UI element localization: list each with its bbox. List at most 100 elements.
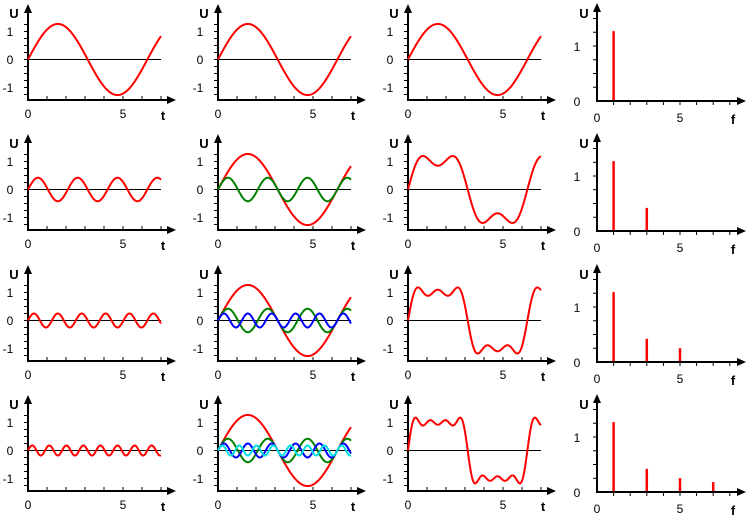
harmonic-5-curve [217, 442, 352, 459]
x-tick-label: 0 [215, 498, 222, 512]
spectrum-plot-r4: U 1 00 5 f [574, 394, 746, 517]
y-axis-arrow [593, 394, 601, 403]
y-axis-arrow [214, 4, 222, 13]
y-tick-label: 0 [574, 95, 581, 109]
x-axis-label: f [731, 373, 736, 388]
harmonic-1-curve [27, 22, 162, 97]
y-tick-label: 1 [574, 431, 581, 445]
time-plot-r2-c3: U 1 0 -1 0 5 t [383, 134, 556, 253]
x-tick-label: 5 [120, 237, 127, 251]
time-plot-r3-c1: U 1 0 -1 0 5 t [3, 265, 176, 384]
x-axis-label: f [731, 112, 736, 127]
x-axis-label: t [161, 238, 166, 253]
time-plot-r3-c3: U 1 0 -1 0 5 t [383, 265, 556, 384]
x-axis-label: t [351, 369, 356, 384]
y-tick-label: 1 [197, 25, 204, 39]
y-tick-label: 1 [7, 155, 14, 169]
y-tick-label: 0 [574, 356, 581, 370]
harmonic-3-curve [27, 176, 162, 203]
x-tick-label: 0 [405, 368, 412, 382]
x-tick-label: 0 [25, 237, 32, 251]
time-plot-r2-c2: U 1 0 -1 0 5 t [193, 134, 366, 253]
x-axis-label: t [541, 499, 546, 514]
y-axis-label: U [199, 267, 208, 282]
harmonic-1-curve [217, 22, 352, 97]
y-axis-label: U [389, 397, 398, 412]
y-tick-label: 0 [197, 53, 204, 67]
y-tick-label: 1 [197, 416, 204, 430]
x-axis-label: t [541, 108, 546, 123]
y-tick-label: 0 [387, 314, 394, 328]
x-tick-label: 0 [215, 107, 222, 121]
x-axis-label: t [541, 238, 546, 253]
time-plot-r1-c3: U 1 0 -1 0 5 t [383, 4, 556, 123]
y-axis-label: U [389, 136, 398, 151]
x-axis-label: t [541, 369, 546, 384]
x-tick-label: 5 [500, 107, 507, 121]
x-tick-label: 5 [310, 237, 317, 251]
y-tick-label: 1 [197, 286, 204, 300]
y-axis-label: U [579, 6, 588, 21]
sum-curve [407, 155, 542, 224]
x-axis-label: t [161, 108, 166, 123]
y-axis-label: U [9, 397, 18, 412]
y-axis-arrow [593, 264, 601, 273]
y-axis-label: U [199, 397, 208, 412]
x-axis-arrow [737, 488, 746, 496]
x-tick-label: 0 [25, 107, 32, 121]
y-tick-label: 1 [387, 286, 394, 300]
y-tick-label: 0 [197, 314, 204, 328]
x-tick-label: 0 [25, 498, 32, 512]
x-axis-label: t [351, 108, 356, 123]
harmonic-5-curve [217, 312, 352, 329]
x-tick-label: 0 [405, 498, 412, 512]
x-axis-arrow [357, 357, 366, 365]
y-axis-label: U [579, 267, 588, 282]
y-tick-label: -1 [193, 211, 204, 225]
time-plot-r4-c2: U 1 0 -1 0 5 t [193, 395, 366, 514]
y-axis-label: U [9, 6, 18, 21]
x-axis-arrow [357, 487, 366, 495]
y-axis-label: U [199, 136, 208, 151]
sum-curve [407, 22, 542, 97]
x-axis-arrow [547, 357, 556, 365]
y-tick-label: 0 [387, 444, 394, 458]
y-tick-label: -1 [193, 81, 204, 95]
y-axis-arrow [214, 395, 222, 404]
y-axis-label: U [389, 267, 398, 282]
y-tick-label: 0 [197, 183, 204, 197]
y-tick-label: 1 [7, 416, 14, 430]
y-axis-label: U [199, 6, 208, 21]
y-axis-arrow [593, 3, 601, 12]
harmonic-1-curve [217, 283, 352, 358]
y-tick-label: 1 [387, 155, 394, 169]
time-plot-r4-c1: U 1 0 -1 0 5 t [3, 395, 176, 514]
spectrum-plot-r2: U 1 00 5 f [574, 133, 746, 257]
y-tick-label: -1 [383, 342, 394, 356]
y-tick-label: 0 [387, 53, 394, 67]
x-tick-label: 0 [594, 502, 601, 516]
time-plot-r4-c3: U 1 0 -1 0 5 t [383, 395, 556, 514]
y-tick-label: 1 [7, 286, 14, 300]
x-tick-label: 5 [500, 498, 507, 512]
y-tick-label: -1 [383, 81, 394, 95]
harmonic-1-curve [217, 413, 352, 488]
x-axis-arrow [167, 96, 176, 104]
x-tick-label: 5 [120, 498, 127, 512]
time-plot-r1-c1: U 1 0 -1 0 5 t [3, 4, 176, 123]
x-tick-label: 5 [310, 107, 317, 121]
harmonic-7-curve [27, 444, 162, 457]
y-tick-label: -1 [193, 472, 204, 486]
x-axis-arrow [167, 357, 176, 365]
x-tick-label: 5 [677, 372, 684, 386]
y-tick-label: -1 [383, 472, 394, 486]
x-tick-label: 5 [500, 368, 507, 382]
x-axis-arrow [167, 487, 176, 495]
time-plot-r3-c2: U 1 0 -1 0 5 t [193, 265, 366, 384]
x-axis-label: f [731, 242, 736, 257]
y-tick-label: -1 [3, 472, 14, 486]
y-axis-arrow [593, 133, 601, 142]
harmonic-5-curve [27, 312, 162, 329]
harmonic-3-curve [217, 176, 352, 203]
